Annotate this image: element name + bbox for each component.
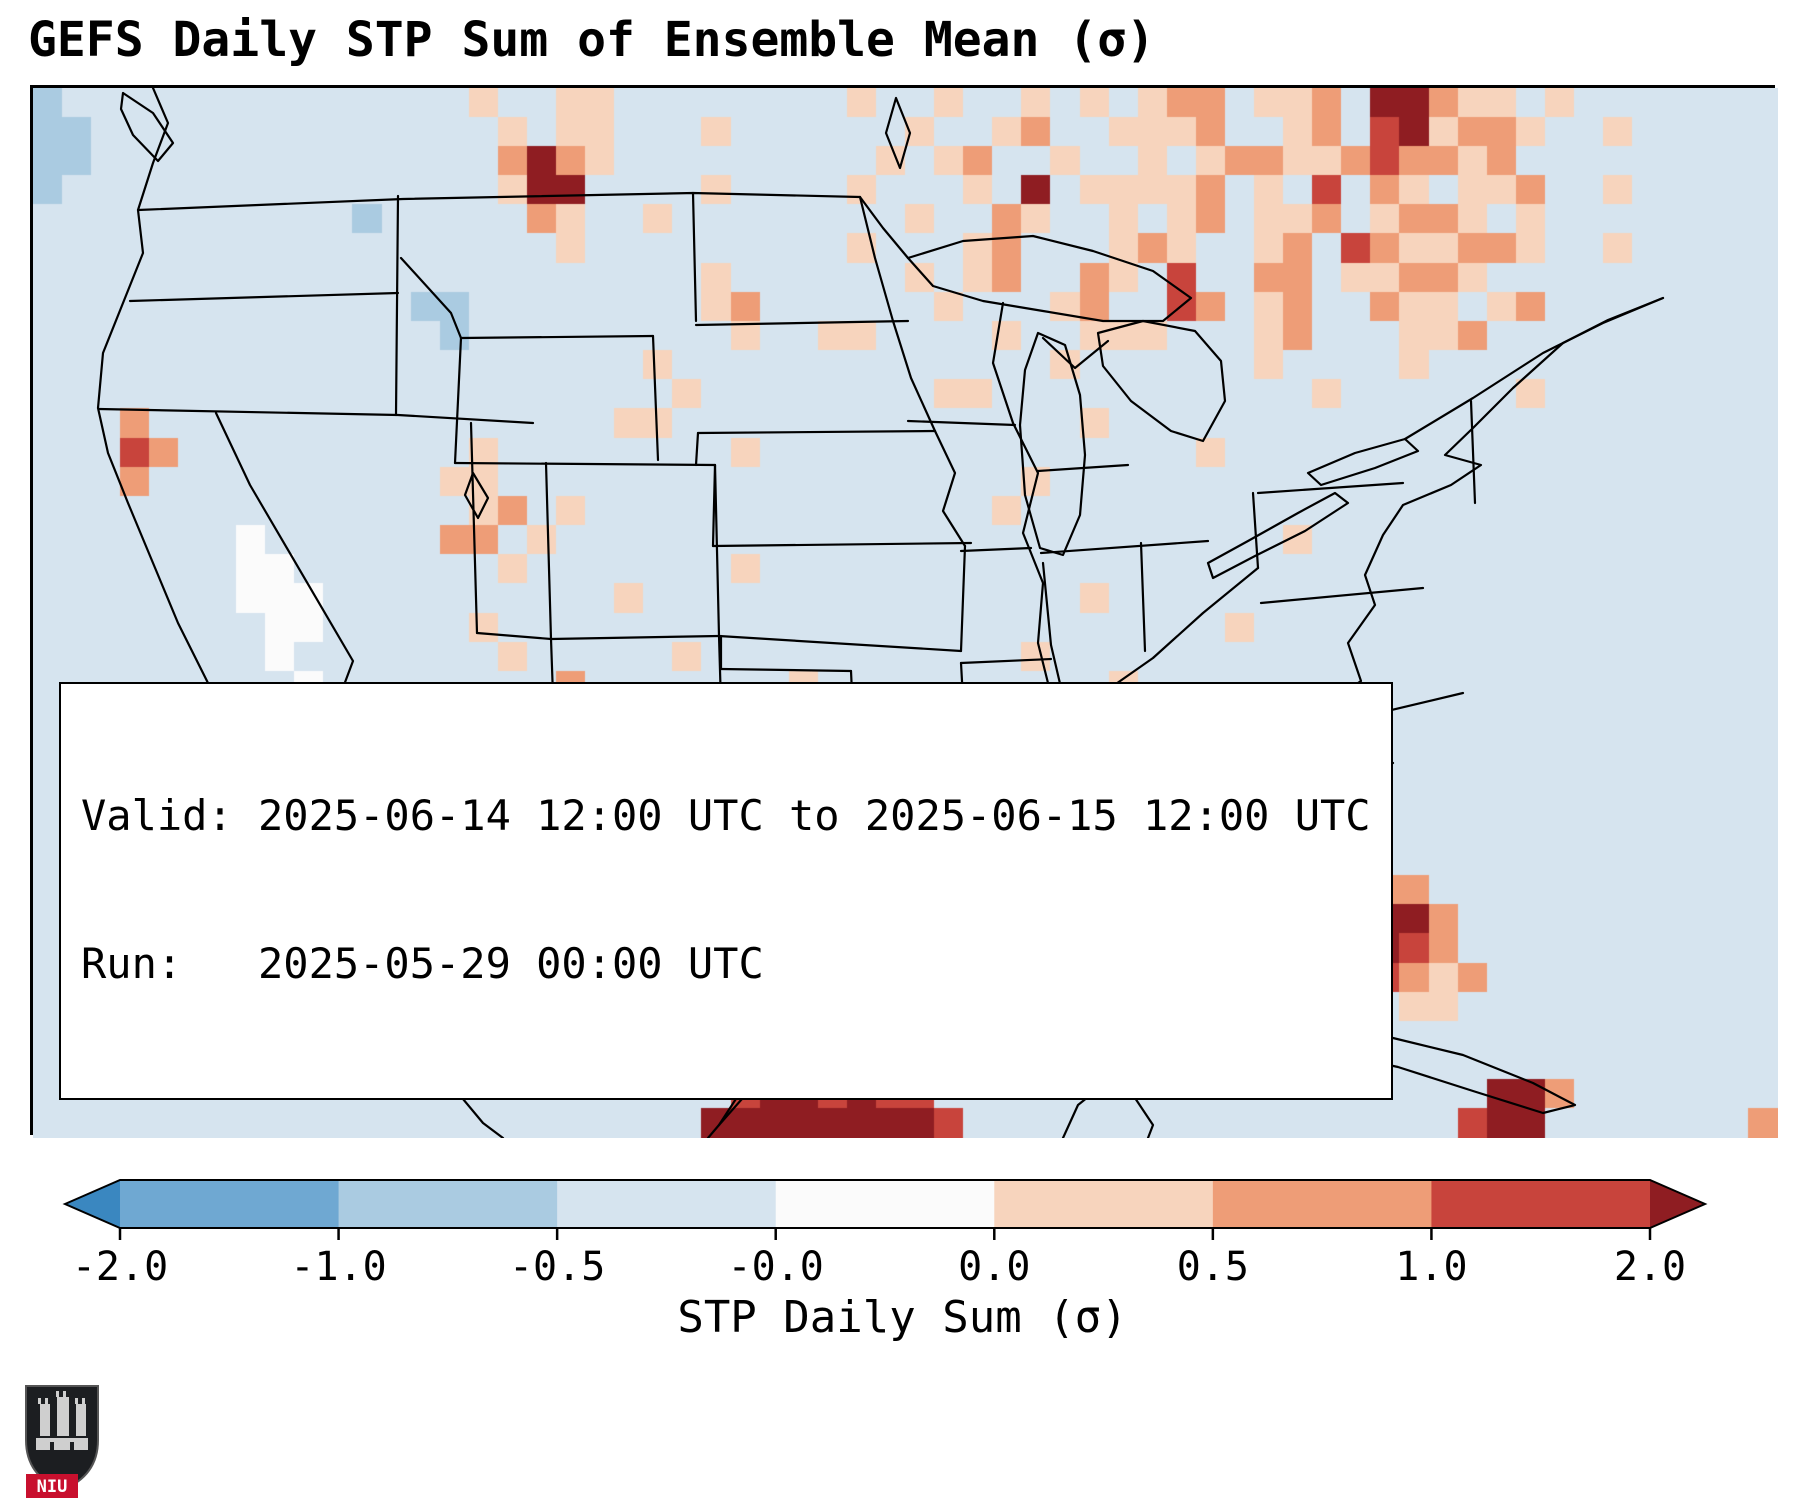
colorbar-tick-label: -0.5 [509,1244,605,1290]
colorbar-tick-label: -2.0 [72,1244,168,1290]
niu-logo: NIU [20,1382,104,1500]
colorbar-tick-label: -1.0 [290,1244,386,1290]
figure: GEFS Daily STP Sum of Ensemble Mean (σ) … [0,0,1803,1506]
colorbar-tick-label: 2.0 [1614,1244,1686,1290]
valid-time-text: Valid: 2025-06-14 12:00 UTC to 2025-06-1… [81,791,1371,841]
colorbar-tick-label: 1.0 [1395,1244,1467,1290]
colorbar-tick-label: 0.0 [958,1244,1030,1290]
colorbar-tick-label: 0.5 [1177,1244,1249,1290]
colorbar: -2.0 -1.0 -0.5 -0.0 0.0 0.5 1.0 2.0 [30,1163,1775,1313]
colorbar-tick-label: -0.0 [728,1244,824,1290]
logo-text: NIU [37,1477,68,1497]
colorbar-label: STP Daily Sum (σ) [30,1292,1775,1343]
map-panel: Valid: 2025-06-14 12:00 UTC to 2025-06-1… [30,85,1775,1135]
annotation-box: Valid: 2025-06-14 12:00 UTC to 2025-06-1… [59,682,1393,1100]
chart-title: GEFS Daily STP Sum of Ensemble Mean (σ) [28,12,1155,68]
run-time-text: Run: 2025-05-29 00:00 UTC [81,939,1371,989]
